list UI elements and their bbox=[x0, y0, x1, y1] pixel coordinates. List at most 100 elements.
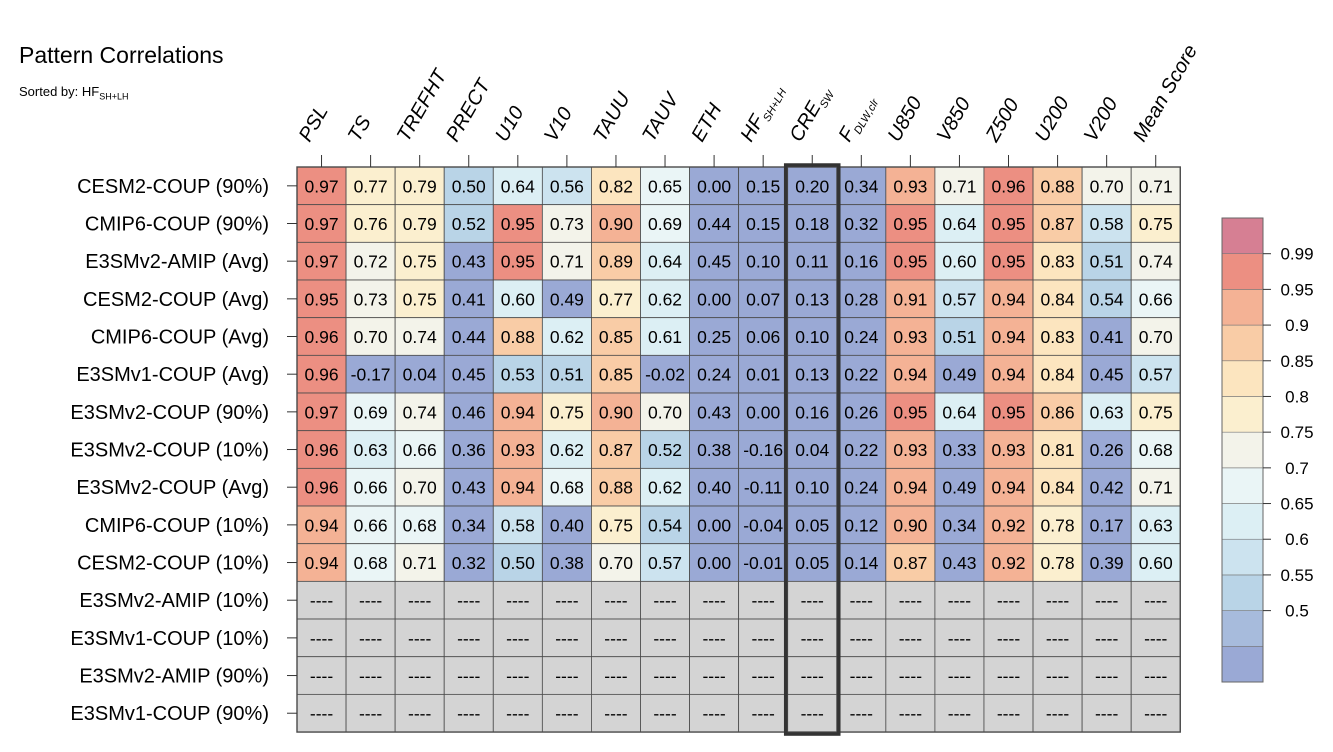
heatmap-cell bbox=[1032, 580, 1083, 620]
missing-value-label: ---- bbox=[948, 628, 971, 648]
heatmap-cell bbox=[591, 204, 641, 243]
cell-value-label: 0.77 bbox=[599, 289, 633, 309]
row-label: CESM2-COUP (90%) bbox=[77, 176, 269, 198]
colorbar-label: 0.85 bbox=[1280, 352, 1313, 371]
cell-value-label: 0.90 bbox=[599, 402, 633, 422]
missing-value-label: ---- bbox=[1095, 704, 1118, 724]
heatmap-cell bbox=[296, 279, 347, 319]
missing-value-label: ---- bbox=[457, 666, 480, 686]
cell-value-label: 0.79 bbox=[403, 176, 437, 196]
cell-value-label: 0.10 bbox=[795, 327, 829, 347]
cell-value-label: 0.43 bbox=[452, 252, 486, 272]
missing-value-label: ---- bbox=[457, 591, 480, 611]
heatmap-cell bbox=[1130, 467, 1181, 507]
missing-value-label: ---- bbox=[457, 628, 480, 648]
row-label: E3SMv1-COUP (90%) bbox=[70, 703, 269, 725]
cell-value-label: 0.70 bbox=[1090, 176, 1124, 196]
cell-value-label: 0.51 bbox=[1090, 252, 1124, 272]
colorbar-label: 0.95 bbox=[1280, 280, 1313, 299]
heatmap-cell bbox=[934, 241, 985, 281]
cell-value-label: 0.78 bbox=[1041, 515, 1075, 535]
heatmap-cell bbox=[1081, 241, 1132, 281]
missing-value-label: ---- bbox=[801, 704, 824, 724]
column-label-subscript: SH+LH bbox=[761, 87, 789, 124]
cell-value-label: 0.34 bbox=[942, 515, 976, 535]
cell-value-label: 0.81 bbox=[1041, 440, 1075, 460]
heatmap-cell bbox=[443, 467, 494, 507]
missing-value-label: ---- bbox=[1095, 666, 1118, 686]
heatmap-cell bbox=[640, 618, 690, 658]
cell-value-label: -0.16 bbox=[743, 440, 783, 460]
heatmap-cell bbox=[1130, 505, 1181, 545]
cell-value-label: 0.93 bbox=[893, 327, 927, 347]
cell-value-label: 0.53 bbox=[501, 365, 535, 385]
heatmap-cell bbox=[738, 656, 789, 695]
cell-value-label: 0.96 bbox=[305, 440, 339, 460]
cell-value-label: 0.70 bbox=[403, 478, 437, 498]
subtitle-sort-var: HF bbox=[81, 84, 100, 99]
cell-value-label: 0.24 bbox=[844, 478, 878, 498]
missing-value-label: ---- bbox=[850, 704, 873, 724]
heatmap-cell bbox=[1130, 618, 1181, 658]
row-label: E3SMv1-COUP (Avg) bbox=[76, 364, 269, 386]
cell-value-label: 0.51 bbox=[550, 365, 584, 385]
colorbar-segment bbox=[1221, 467, 1264, 504]
row-label: CESM2-COUP (10%) bbox=[77, 553, 269, 575]
heatmap-cell bbox=[885, 166, 936, 206]
cell-value-label: 0.64 bbox=[648, 252, 682, 272]
cell-value-label: 0.93 bbox=[501, 440, 535, 460]
heatmap-cell bbox=[885, 618, 936, 658]
heatmap-cell bbox=[836, 618, 887, 658]
column-label: Z500 bbox=[981, 95, 1023, 146]
heatmap-cell bbox=[983, 467, 1034, 507]
column-label-main: TAUU bbox=[589, 88, 635, 145]
heatmap-cell bbox=[689, 543, 740, 582]
cell-value-label: 0.49 bbox=[942, 478, 976, 498]
row-label: CMIP6-COUP (10%) bbox=[85, 515, 269, 537]
heatmap-cell bbox=[492, 656, 543, 695]
cell-value-label: 0.43 bbox=[697, 402, 731, 422]
cell-value-label: 0.39 bbox=[1090, 553, 1124, 573]
heatmap-cell bbox=[394, 580, 445, 620]
cell-value-label: 0.97 bbox=[305, 252, 339, 272]
cell-value-label: 0.93 bbox=[893, 176, 927, 196]
heatmap-cell bbox=[443, 241, 494, 281]
cell-value-label: 0.43 bbox=[942, 553, 976, 573]
cell-value-label: 0.13 bbox=[795, 289, 829, 309]
cell-value-label: 0.86 bbox=[1041, 402, 1075, 422]
cell-value-label: 0.45 bbox=[452, 365, 486, 385]
heatmap-cell bbox=[443, 279, 494, 319]
heatmap-cell bbox=[787, 543, 838, 582]
cell-value-label: 0.84 bbox=[1041, 478, 1075, 498]
heatmap-cell bbox=[443, 317, 494, 356]
cell-value-label: 0.22 bbox=[844, 365, 878, 385]
column-label-main: V200 bbox=[1080, 94, 1122, 145]
heatmap-cell bbox=[640, 241, 690, 281]
missing-value-label: ---- bbox=[801, 628, 824, 648]
cell-value-label: 0.75 bbox=[403, 289, 437, 309]
heatmap-cell bbox=[345, 166, 396, 206]
cell-value-label: 0.10 bbox=[795, 478, 829, 498]
cell-value-label: 0.44 bbox=[697, 214, 731, 234]
colorbar-label: 0.55 bbox=[1280, 566, 1313, 585]
cell-value-label: 0.74 bbox=[403, 402, 437, 422]
heatmap-cell bbox=[934, 543, 985, 582]
heatmap-cell bbox=[640, 467, 690, 507]
missing-value-label: ---- bbox=[801, 591, 824, 611]
missing-value-label: ---- bbox=[457, 704, 480, 724]
cell-value-label: 0.34 bbox=[844, 176, 878, 196]
cell-value-label: 0.49 bbox=[942, 365, 976, 385]
missing-value-label: ---- bbox=[752, 666, 775, 686]
heatmap-cell bbox=[983, 241, 1034, 281]
cell-value-label: 0.33 bbox=[942, 440, 976, 460]
cell-value-label: 0.58 bbox=[501, 515, 535, 535]
cell-value-label: 0.97 bbox=[305, 176, 339, 196]
colorbar-segment bbox=[1221, 610, 1264, 647]
heatmap-cell bbox=[443, 656, 494, 695]
heatmap-cell bbox=[836, 317, 887, 356]
heatmap-cell bbox=[591, 392, 641, 432]
heatmap-cell bbox=[885, 241, 936, 281]
heatmap-cell bbox=[492, 166, 543, 206]
cell-value-label: 0.60 bbox=[501, 289, 535, 309]
row-label: E3SMv2-AMIP (Avg) bbox=[85, 251, 269, 273]
